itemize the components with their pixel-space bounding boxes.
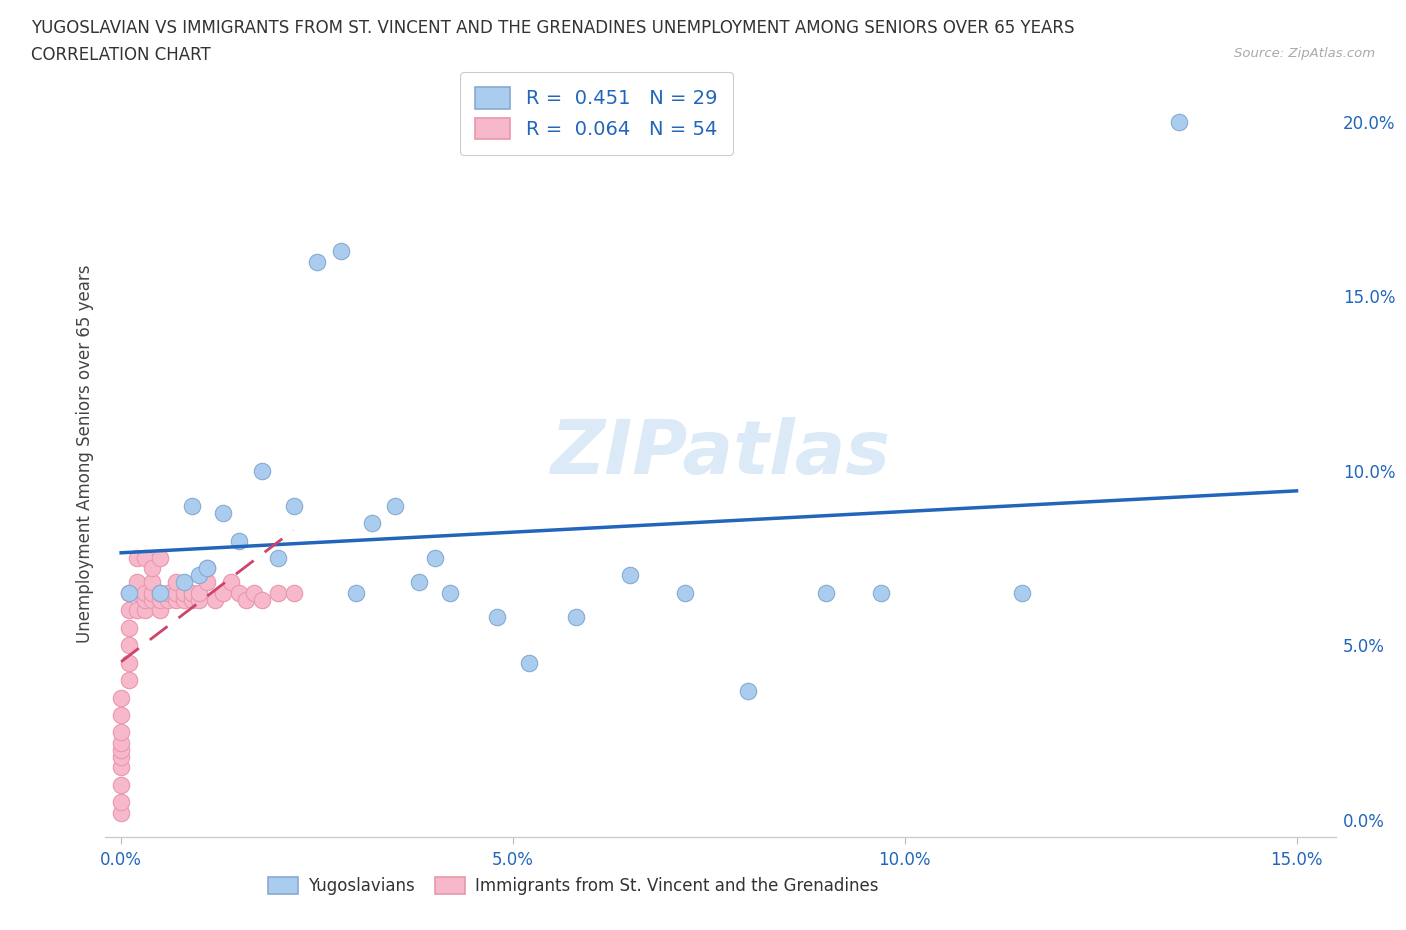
Point bbox=[173, 586, 195, 601]
Point bbox=[305, 254, 328, 269]
Point bbox=[486, 610, 509, 625]
Point bbox=[195, 561, 218, 576]
Point bbox=[110, 805, 132, 820]
Text: Source: ZipAtlas.com: Source: ZipAtlas.com bbox=[1234, 46, 1375, 60]
Point bbox=[125, 575, 148, 590]
Point bbox=[173, 575, 195, 590]
Point bbox=[149, 592, 172, 607]
Point bbox=[134, 586, 156, 601]
Point bbox=[228, 586, 250, 601]
Point bbox=[110, 750, 132, 764]
Point bbox=[141, 586, 163, 601]
Point bbox=[250, 592, 273, 607]
Point bbox=[250, 463, 273, 478]
Point bbox=[157, 592, 180, 607]
Point bbox=[228, 533, 250, 548]
Point bbox=[423, 551, 446, 565]
Point bbox=[118, 603, 141, 618]
Point bbox=[180, 498, 202, 513]
Point bbox=[673, 586, 696, 601]
Point bbox=[180, 586, 202, 601]
Point bbox=[870, 586, 893, 601]
Point bbox=[165, 586, 187, 601]
Point bbox=[118, 586, 141, 601]
Point bbox=[212, 586, 235, 601]
Point bbox=[173, 592, 195, 607]
Point bbox=[815, 586, 838, 601]
Point bbox=[118, 656, 141, 671]
Point bbox=[134, 592, 156, 607]
Point bbox=[1011, 586, 1033, 601]
Point bbox=[204, 592, 226, 607]
Point bbox=[188, 592, 211, 607]
Point bbox=[283, 498, 305, 513]
Point bbox=[195, 561, 218, 576]
Point bbox=[110, 708, 132, 723]
Point bbox=[737, 683, 759, 698]
Point bbox=[149, 551, 172, 565]
Point bbox=[195, 575, 218, 590]
Point bbox=[149, 586, 172, 601]
Point bbox=[188, 586, 211, 601]
Y-axis label: Unemployment Among Seniors over 65 years: Unemployment Among Seniors over 65 years bbox=[76, 264, 94, 643]
Point bbox=[110, 690, 132, 705]
Text: ZIPatlas: ZIPatlas bbox=[551, 417, 890, 490]
Point bbox=[329, 244, 352, 259]
Point bbox=[110, 736, 132, 751]
Point bbox=[110, 725, 132, 740]
Point bbox=[408, 575, 430, 590]
Point bbox=[118, 586, 141, 601]
Point bbox=[439, 586, 461, 601]
Point bbox=[125, 586, 148, 601]
Text: YUGOSLAVIAN VS IMMIGRANTS FROM ST. VINCENT AND THE GRENADINES UNEMPLOYMENT AMONG: YUGOSLAVIAN VS IMMIGRANTS FROM ST. VINCE… bbox=[31, 19, 1074, 36]
Point bbox=[118, 672, 141, 687]
Point bbox=[564, 610, 586, 625]
Point bbox=[134, 551, 156, 565]
Point bbox=[110, 794, 132, 809]
Text: CORRELATION CHART: CORRELATION CHART bbox=[31, 46, 211, 64]
Point bbox=[267, 551, 290, 565]
Point bbox=[134, 603, 156, 618]
Point bbox=[149, 586, 172, 601]
Point bbox=[165, 575, 187, 590]
Point bbox=[157, 586, 180, 601]
Point bbox=[110, 760, 132, 775]
Point bbox=[141, 561, 163, 576]
Point bbox=[125, 551, 148, 565]
Point bbox=[141, 592, 163, 607]
Point bbox=[360, 516, 382, 531]
Point bbox=[619, 568, 641, 583]
Point bbox=[141, 575, 163, 590]
Legend: Yugoslavians, Immigrants from St. Vincent and the Grenadines: Yugoslavians, Immigrants from St. Vincen… bbox=[262, 870, 884, 901]
Point bbox=[344, 586, 367, 601]
Point bbox=[110, 777, 132, 792]
Point bbox=[219, 575, 242, 590]
Point bbox=[267, 586, 290, 601]
Point bbox=[118, 620, 141, 635]
Point bbox=[384, 498, 406, 513]
Point bbox=[243, 586, 266, 601]
Point bbox=[283, 586, 305, 601]
Point bbox=[188, 568, 211, 583]
Point bbox=[180, 592, 202, 607]
Point bbox=[149, 603, 172, 618]
Point bbox=[517, 656, 540, 671]
Point bbox=[165, 592, 187, 607]
Point bbox=[235, 592, 257, 607]
Point bbox=[125, 603, 148, 618]
Point bbox=[212, 505, 235, 520]
Point bbox=[110, 742, 132, 757]
Point bbox=[1168, 114, 1191, 129]
Point bbox=[118, 638, 141, 653]
